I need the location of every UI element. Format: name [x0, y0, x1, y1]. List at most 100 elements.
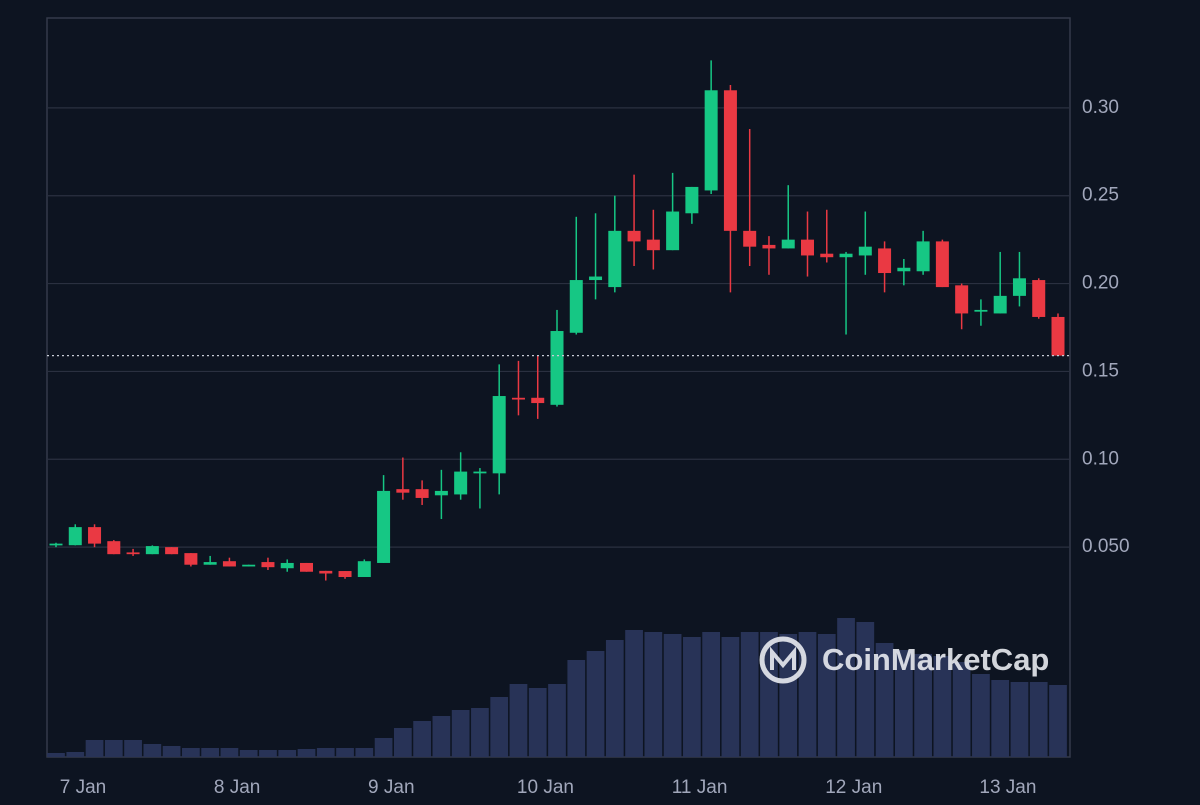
volume-bar — [278, 750, 297, 757]
volume-bar — [451, 710, 470, 757]
candle-body — [280, 562, 294, 569]
watermark-logo — [759, 636, 807, 684]
volume-bar — [432, 716, 451, 757]
volume-bar — [124, 740, 142, 757]
candle-body — [511, 397, 525, 400]
candle-body — [357, 561, 371, 578]
y-tick-label: 0.050 — [1082, 536, 1130, 557]
candle-body — [916, 241, 930, 272]
volume-bar — [239, 750, 258, 757]
volume-bar — [721, 637, 740, 757]
volume-bar — [663, 634, 682, 757]
volume-bar — [683, 637, 701, 757]
candle-body — [858, 246, 872, 256]
volume-bar — [490, 697, 509, 757]
volume-bar — [644, 632, 663, 757]
candle-body — [897, 267, 911, 272]
candle-body — [454, 471, 468, 495]
volume-bar — [586, 651, 605, 757]
candle-body — [608, 230, 622, 288]
candle-body — [242, 564, 256, 567]
volume-bar — [972, 674, 990, 757]
volume-bar — [894, 650, 913, 757]
volume-bar — [605, 640, 624, 757]
candle-body — [704, 90, 718, 191]
candle-body — [666, 211, 680, 251]
candle-body — [1032, 280, 1046, 317]
volume-bar — [316, 748, 335, 757]
volume-bar — [702, 632, 721, 757]
x-tick-label: 7 Jan — [60, 777, 106, 798]
x-tick-label: 9 Jan — [368, 777, 414, 798]
watermark: CoinMarketCap — [759, 636, 1049, 684]
candle-body — [396, 489, 410, 493]
volume-bar — [914, 654, 932, 757]
candle-body — [415, 489, 429, 498]
x-tick-label: 10 Jan — [517, 777, 574, 798]
candle-body — [531, 397, 545, 404]
candle-body — [203, 562, 217, 565]
candle-body — [993, 295, 1007, 314]
y-tick-label: 0.25 — [1082, 185, 1119, 206]
volume-bar — [297, 749, 316, 757]
volume-bar — [259, 750, 277, 757]
candle-body — [107, 541, 121, 555]
volume-bar — [47, 753, 65, 757]
volume-bar — [837, 618, 855, 757]
candle-body — [473, 471, 487, 474]
volume-bar — [85, 740, 104, 757]
volume-bar — [1029, 682, 1048, 757]
y-tick-label: 0.20 — [1082, 273, 1119, 294]
candle-body — [743, 230, 757, 247]
candle-body — [184, 553, 198, 565]
x-tick-label: 12 Jan — [825, 777, 882, 798]
candle-body — [319, 570, 333, 574]
volume-bar — [143, 744, 162, 757]
candle-body — [878, 248, 892, 274]
candle-body — [126, 552, 140, 555]
candle-body — [781, 239, 795, 249]
volume-bar — [413, 721, 431, 757]
volume-bar — [740, 632, 759, 757]
candle-body — [377, 490, 391, 563]
volume-bar — [817, 634, 836, 757]
candle-body — [646, 239, 660, 251]
candle-body — [49, 543, 63, 546]
candle-body — [801, 239, 814, 256]
volume-bar — [548, 684, 566, 757]
x-tick-label: 13 Jan — [979, 777, 1036, 798]
y-tick-label: 0.10 — [1082, 448, 1119, 469]
volume-bar — [162, 746, 181, 757]
x-tick-label: 11 Jan — [672, 777, 728, 798]
volume-bar — [1049, 685, 1067, 757]
candle-body — [762, 244, 776, 249]
volume-bar — [66, 752, 85, 757]
candle-body — [839, 253, 853, 258]
candle-body — [955, 285, 969, 314]
volume-bar — [201, 748, 220, 757]
volume-bar — [991, 680, 1010, 757]
candle-body — [974, 309, 988, 312]
candle-body — [222, 561, 236, 567]
volume-bar — [220, 748, 239, 757]
volume-bar — [509, 684, 528, 757]
candle-body — [492, 396, 506, 474]
volume-bar — [1010, 682, 1029, 757]
candle-body — [569, 280, 583, 333]
candle-body — [589, 276, 603, 281]
volume-bar — [933, 656, 952, 757]
candle-body — [820, 253, 834, 258]
candle-body — [261, 562, 275, 568]
volume-bar — [528, 688, 547, 757]
volume-bar — [104, 740, 123, 757]
candle-body — [935, 241, 949, 288]
volume-bar — [336, 748, 354, 757]
candle-body — [165, 547, 179, 555]
volume-layer — [47, 618, 1067, 757]
volume-bar — [625, 630, 643, 757]
candle-body — [145, 546, 159, 555]
candle-body — [1012, 278, 1026, 296]
candle-body — [550, 331, 564, 405]
